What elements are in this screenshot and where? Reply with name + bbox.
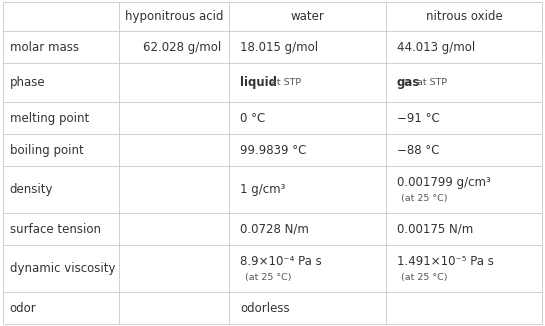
- Text: at STP: at STP: [411, 78, 447, 87]
- Text: liquid: liquid: [240, 76, 277, 89]
- Text: (at 25 °C): (at 25 °C): [245, 273, 292, 282]
- Text: phase: phase: [10, 76, 45, 89]
- Text: −91 °C: −91 °C: [397, 111, 439, 125]
- Text: (at 25 °C): (at 25 °C): [402, 194, 448, 203]
- Text: 1.491×10⁻⁵ Pa s: 1.491×10⁻⁵ Pa s: [397, 255, 494, 268]
- Text: 0.0728 N/m: 0.0728 N/m: [240, 223, 309, 236]
- Text: surface tension: surface tension: [10, 223, 101, 236]
- Text: 8.9×10⁻⁴ Pa s: 8.9×10⁻⁴ Pa s: [240, 255, 322, 268]
- Text: boiling point: boiling point: [10, 143, 83, 156]
- Text: 99.9839 °C: 99.9839 °C: [240, 143, 307, 156]
- Text: hyponitrous acid: hyponitrous acid: [125, 10, 223, 23]
- Text: 0.001799 g/cm³: 0.001799 g/cm³: [397, 176, 490, 189]
- Text: molar mass: molar mass: [10, 41, 78, 54]
- Text: density: density: [10, 183, 53, 196]
- Text: 0 °C: 0 °C: [240, 111, 265, 125]
- Text: water: water: [290, 10, 324, 23]
- Text: 0.00175 N/m: 0.00175 N/m: [397, 223, 473, 236]
- Text: 62.028 g/mol: 62.028 g/mol: [143, 41, 222, 54]
- Text: −88 °C: −88 °C: [397, 143, 439, 156]
- Text: odor: odor: [10, 302, 37, 315]
- Text: dynamic viscosity: dynamic viscosity: [10, 262, 115, 275]
- Text: gas: gas: [397, 76, 420, 89]
- Text: melting point: melting point: [10, 111, 89, 125]
- Text: nitrous oxide: nitrous oxide: [426, 10, 502, 23]
- Text: 1 g/cm³: 1 g/cm³: [240, 183, 286, 196]
- Text: 18.015 g/mol: 18.015 g/mol: [240, 41, 318, 54]
- Text: odorless: odorless: [240, 302, 290, 315]
- Text: at STP: at STP: [265, 78, 301, 87]
- Text: (at 25 °C): (at 25 °C): [402, 273, 448, 282]
- Text: 44.013 g/mol: 44.013 g/mol: [397, 41, 475, 54]
